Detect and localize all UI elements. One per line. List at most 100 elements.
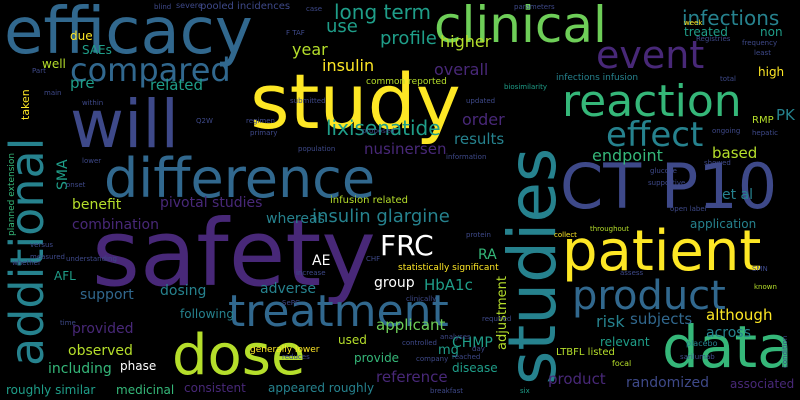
word-provided: provided bbox=[72, 321, 134, 337]
word-treated: treated bbox=[684, 25, 728, 39]
word-medicinal: medicinal bbox=[116, 383, 175, 397]
word-long-term: long term bbox=[334, 0, 432, 24]
word-roughly-similar: roughly similar bbox=[6, 383, 96, 397]
word-frc: FRC bbox=[380, 229, 434, 262]
word-disease: disease bbox=[452, 361, 498, 375]
word-dosing: dosing bbox=[160, 283, 207, 299]
word-pre: pre bbox=[70, 74, 95, 92]
word-nusinersen: nusinersen bbox=[364, 140, 447, 158]
word-time: time bbox=[60, 319, 76, 327]
word-day: day bbox=[472, 345, 485, 353]
word-sepc: SePC bbox=[282, 299, 300, 307]
word-although: although bbox=[706, 306, 773, 324]
word-ra: RA bbox=[478, 247, 497, 263]
word-following: following bbox=[180, 307, 234, 321]
word-reaction: reaction bbox=[562, 76, 742, 127]
word-blind: blind bbox=[154, 3, 172, 11]
word-f-taf: F TAF bbox=[286, 29, 305, 37]
word-statistically-significant: statistically significant bbox=[398, 263, 499, 273]
word-condition: condition bbox=[781, 335, 789, 368]
word-updated: updated bbox=[466, 97, 496, 105]
word-within: within bbox=[82, 99, 104, 107]
word-week: week bbox=[684, 19, 703, 27]
word-planned-extension: planned extension bbox=[7, 152, 17, 236]
word-effect: effect bbox=[606, 115, 704, 155]
word-whether: whether bbox=[12, 259, 41, 267]
word-protein: protein bbox=[466, 231, 491, 239]
word-combination: combination bbox=[72, 217, 159, 233]
word-risk: risk bbox=[596, 312, 625, 331]
word-clinically: clinically bbox=[406, 295, 437, 303]
word-reduces: reduces bbox=[282, 353, 310, 361]
word-lixisenatide: lixisenatide bbox=[326, 116, 441, 140]
word-required: required bbox=[482, 315, 512, 323]
word-placebo: placebo bbox=[686, 339, 718, 348]
word-dose: dose bbox=[172, 323, 306, 388]
word-non: non bbox=[760, 25, 783, 39]
word-focal: focal bbox=[612, 359, 632, 368]
word-biosimilarity: biosimilarity bbox=[504, 83, 547, 91]
word-proposed: proposed bbox=[362, 127, 395, 135]
word-infections-infusion: infections infusion bbox=[556, 73, 639, 83]
word-associated: associated bbox=[730, 377, 795, 391]
word-profile: profile bbox=[380, 28, 437, 49]
word-known: known bbox=[754, 283, 777, 291]
word-measured: measured bbox=[30, 253, 65, 261]
word-chmp: CHMP bbox=[452, 335, 493, 351]
word-hepatic: hepatic bbox=[752, 129, 779, 137]
word-order: order bbox=[462, 110, 505, 129]
word-showed: showed bbox=[704, 159, 731, 167]
word-registries: Registries bbox=[696, 35, 731, 43]
word-understanding: understanding bbox=[66, 255, 117, 263]
word-high: high bbox=[758, 65, 785, 79]
word-data: data bbox=[662, 313, 793, 381]
word-will: will bbox=[70, 86, 179, 163]
word-ct-p10: CT P10 bbox=[560, 150, 778, 223]
word-pk: PK bbox=[776, 106, 795, 124]
word-provide: provide bbox=[354, 351, 400, 365]
word-infusion-related: infusion related bbox=[330, 195, 408, 206]
word-due: due bbox=[70, 29, 93, 43]
word-onset: onset bbox=[66, 181, 86, 189]
word-difference: difference bbox=[104, 147, 376, 210]
word-lower: lower bbox=[82, 157, 102, 165]
word-reached: reached bbox=[452, 353, 481, 361]
word-including: including bbox=[48, 361, 112, 377]
word-observed: observed bbox=[68, 343, 133, 359]
word-glucose: glucose bbox=[650, 167, 677, 175]
word-insulin: insulin bbox=[322, 56, 375, 75]
word-pivotal-studies: pivotal studies bbox=[160, 195, 263, 211]
word-consistent: consistent bbox=[184, 381, 246, 395]
word-ltbfl-listed: LTBFL listed bbox=[556, 347, 615, 358]
word-q2w: Q2W bbox=[196, 117, 213, 125]
word-insulin-glargine: insulin glargine bbox=[312, 206, 450, 227]
word-versus: versus bbox=[30, 241, 54, 249]
word-increase: increase bbox=[296, 269, 326, 277]
word-year: year bbox=[292, 40, 328, 59]
word-severe: severe bbox=[176, 1, 203, 10]
word-population: population bbox=[298, 145, 336, 153]
word-saes: SAEs bbox=[82, 43, 112, 57]
word-appeared-roughly: appeared roughly bbox=[268, 381, 375, 395]
word-throughout: throughout bbox=[590, 225, 629, 233]
word-taken: taken bbox=[19, 89, 32, 120]
word-smn: SMN bbox=[752, 265, 768, 273]
word-patient: patient bbox=[562, 219, 762, 284]
word-part: Part bbox=[32, 67, 46, 75]
word-phase: phase bbox=[120, 359, 157, 373]
word-submitted: submitted bbox=[290, 97, 326, 105]
word-safety: safety bbox=[92, 200, 376, 307]
word-ae: AE bbox=[312, 253, 331, 269]
word-open-label: open label bbox=[670, 205, 707, 213]
word-ongoing: ongoing bbox=[712, 127, 741, 135]
word-primary: primary bbox=[250, 129, 278, 137]
word-use: use bbox=[326, 16, 358, 37]
word-study: study bbox=[250, 57, 461, 146]
word-rmp: RMP bbox=[752, 115, 774, 126]
word-application: application bbox=[690, 217, 757, 231]
word-well: well bbox=[42, 57, 66, 71]
word-higher: higher bbox=[440, 32, 492, 51]
word-event: event bbox=[596, 33, 705, 77]
word-relevant: relevant bbox=[600, 335, 650, 349]
